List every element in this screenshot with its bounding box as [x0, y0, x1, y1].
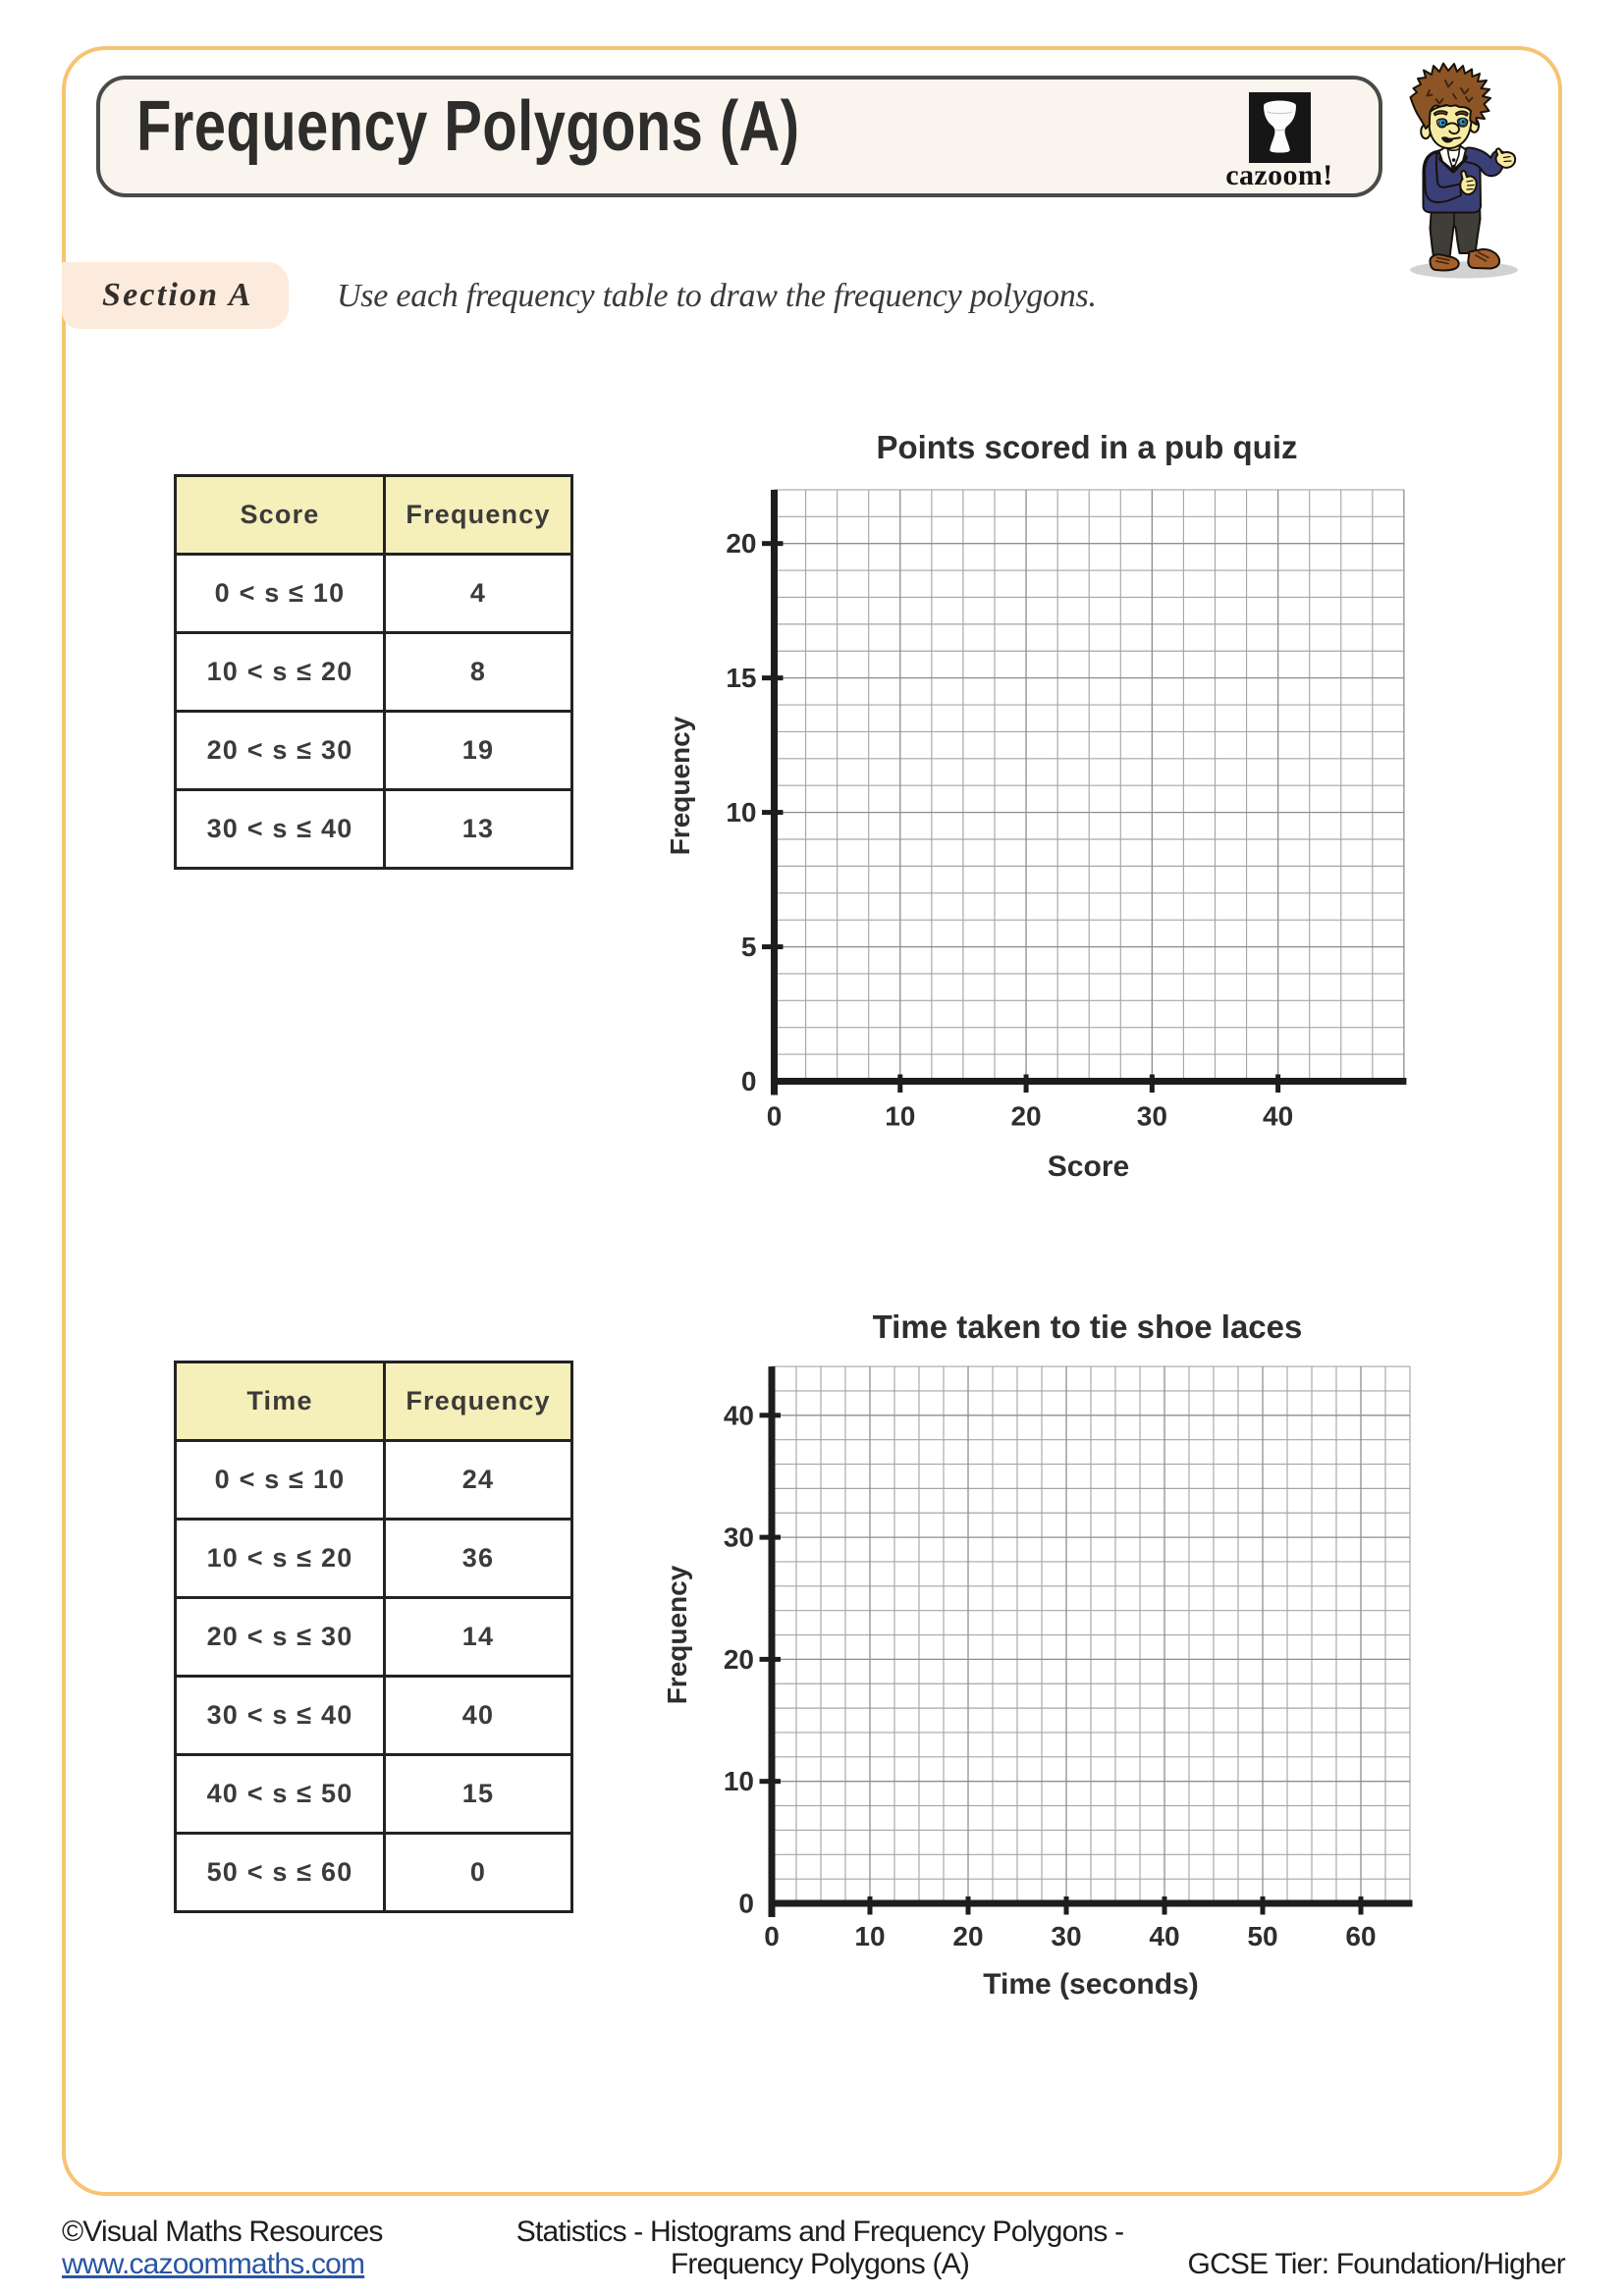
svg-text:10: 10 — [724, 1766, 754, 1796]
svg-text:10: 10 — [885, 1101, 915, 1132]
svg-text:20: 20 — [724, 1644, 754, 1675]
svg-text:5: 5 — [741, 932, 757, 962]
svg-text:60: 60 — [1345, 1921, 1376, 1951]
svg-text:15: 15 — [726, 663, 756, 693]
svg-text:Time (seconds): Time (seconds) — [983, 1968, 1199, 2001]
svg-text:Time taken to tie shoe laces: Time taken to tie shoe laces — [873, 1308, 1303, 1345]
svg-text:10: 10 — [726, 797, 756, 828]
svg-text:Frequency: Frequency — [662, 1565, 692, 1704]
svg-text:30: 30 — [1051, 1921, 1081, 1951]
svg-text:40: 40 — [1149, 1921, 1179, 1951]
svg-text:30: 30 — [1137, 1101, 1167, 1132]
svg-text:50: 50 — [1247, 1921, 1277, 1951]
svg-text:0: 0 — [767, 1101, 783, 1132]
svg-text:40: 40 — [724, 1400, 754, 1430]
svg-text:0: 0 — [741, 1066, 757, 1096]
svg-text:20: 20 — [726, 528, 756, 559]
svg-text:30: 30 — [724, 1522, 754, 1553]
svg-text:20: 20 — [952, 1921, 983, 1951]
svg-text:20: 20 — [1010, 1101, 1041, 1132]
svg-text:Score: Score — [1048, 1150, 1129, 1183]
svg-text:0: 0 — [738, 1889, 754, 1919]
svg-text:Frequency: Frequency — [665, 716, 695, 855]
svg-text:Points scored in a pub quiz: Points scored in a pub quiz — [876, 429, 1297, 465]
svg-text:0: 0 — [764, 1921, 780, 1951]
svg-text:40: 40 — [1263, 1101, 1293, 1132]
svg-text:10: 10 — [854, 1921, 885, 1951]
